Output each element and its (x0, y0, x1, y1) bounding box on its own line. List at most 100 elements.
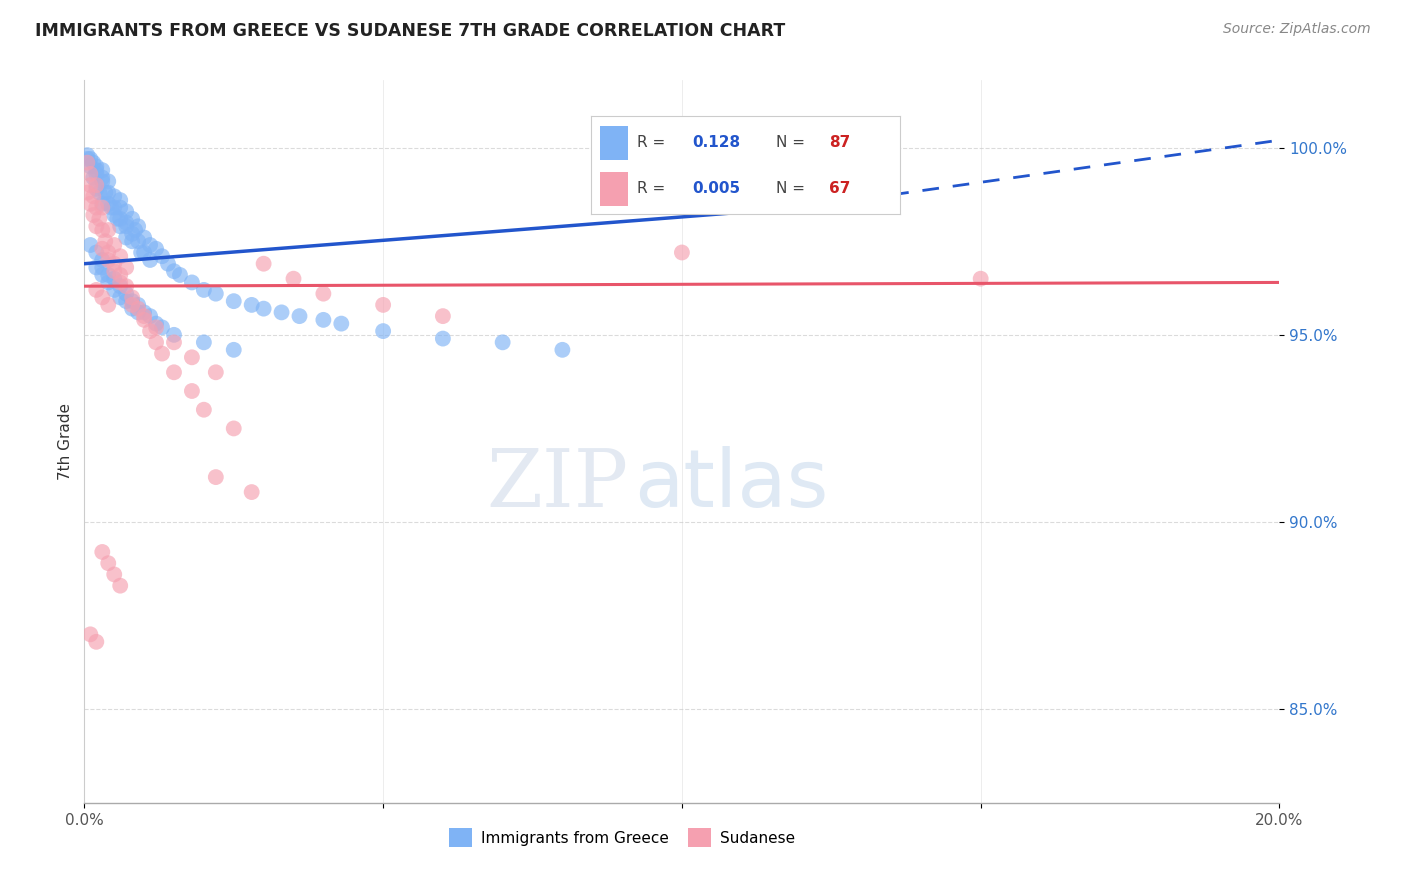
Point (139, 324, 162, 338)
Text: ZIP: ZIP (486, 446, 628, 524)
Point (103, 264, 125, 278)
Point (115, 279, 138, 293)
Point (94, 186, 117, 200)
Point (103, 567, 125, 582)
Point (97, 174, 120, 188)
Point (79, 160, 101, 174)
Point (97, 298, 120, 312)
Point (86, 283, 108, 297)
Point (115, 204, 138, 219)
Point (97, 268, 120, 282)
Point (86, 260, 108, 275)
Point (139, 238, 162, 252)
Point (91, 252, 114, 267)
Text: IMMIGRANTS FROM GREECE VS SUDANESE 7TH GRADE CORRELATION CHART: IMMIGRANTS FROM GREECE VS SUDANESE 7TH G… (35, 22, 786, 40)
Point (76, 186, 98, 200)
Point (253, 301, 276, 316)
Point (132, 230, 156, 244)
Point (240, 298, 263, 312)
Point (163, 327, 186, 342)
Point (121, 234, 143, 248)
Point (222, 421, 245, 435)
Point (127, 305, 149, 319)
Bar (600, 172, 627, 206)
Text: 87: 87 (828, 136, 851, 151)
Point (312, 286, 335, 301)
Point (157, 257, 180, 271)
Point (97, 245, 120, 260)
Point (103, 201, 125, 215)
Point (86, 219, 108, 234)
Point (97, 186, 120, 200)
Point (79, 627, 101, 641)
Point (86, 182, 108, 196)
Point (132, 305, 156, 319)
Point (193, 335, 215, 350)
Point (163, 335, 186, 350)
Point (330, 317, 353, 331)
Point (79, 178, 101, 193)
Point (132, 313, 156, 327)
Point (91, 223, 114, 237)
Point (103, 271, 125, 285)
Point (91, 268, 114, 282)
Point (127, 301, 149, 316)
Point (89, 186, 111, 200)
Point (240, 485, 263, 500)
Point (312, 313, 335, 327)
Point (89, 211, 111, 226)
Text: 67: 67 (828, 181, 851, 196)
Point (121, 294, 143, 309)
Point (91, 163, 114, 178)
Point (91, 242, 114, 256)
Point (91, 260, 114, 275)
Point (94, 234, 117, 248)
Point (110, 201, 132, 215)
Point (97, 223, 120, 237)
Point (181, 351, 204, 365)
Text: R =: R = (637, 181, 671, 196)
Point (121, 290, 143, 304)
Point (76, 152, 98, 166)
Point (283, 271, 305, 285)
Point (115, 215, 138, 229)
Point (163, 365, 186, 379)
Point (110, 193, 132, 207)
Point (139, 309, 162, 323)
Point (115, 260, 138, 275)
Point (132, 245, 156, 260)
Point (145, 335, 167, 350)
Point (150, 249, 173, 263)
Point (110, 290, 132, 304)
Point (115, 230, 138, 244)
Point (91, 174, 114, 188)
Bar (600, 126, 627, 161)
Text: N =: N = (776, 136, 810, 151)
Point (127, 298, 149, 312)
Point (100, 201, 122, 215)
Point (115, 286, 138, 301)
Point (91, 201, 114, 215)
Point (121, 298, 143, 312)
Point (121, 227, 143, 241)
Point (91, 170, 114, 185)
Point (129, 245, 152, 260)
Point (181, 384, 204, 398)
Point (110, 276, 132, 290)
Point (79, 238, 101, 252)
Point (82, 208, 104, 222)
Point (79, 196, 101, 211)
Point (105, 211, 128, 226)
Text: 0.128: 0.128 (693, 136, 741, 151)
Point (110, 279, 132, 293)
Point (132, 309, 156, 323)
Text: 0.005: 0.005 (693, 181, 741, 196)
Point (97, 252, 120, 267)
Point (205, 365, 228, 379)
Point (110, 211, 132, 226)
Point (86, 160, 108, 174)
Point (169, 268, 191, 282)
Point (110, 219, 132, 234)
Point (103, 283, 125, 297)
Point (115, 219, 138, 234)
